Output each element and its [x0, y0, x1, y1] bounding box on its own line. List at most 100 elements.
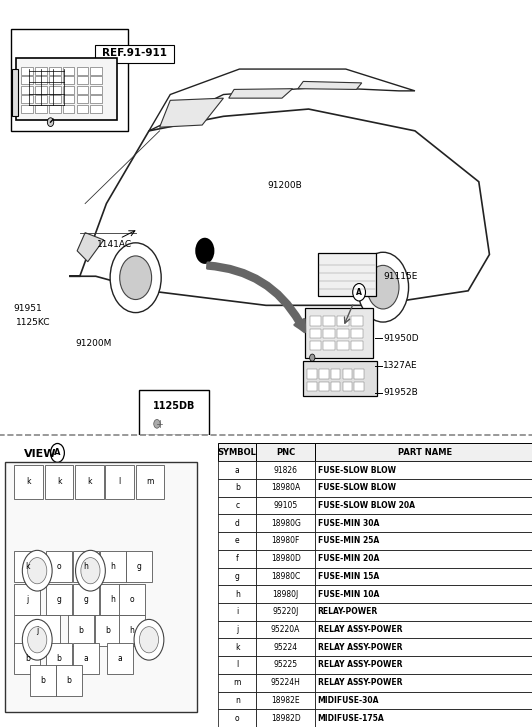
- FancyBboxPatch shape: [139, 390, 209, 435]
- Text: c: c: [235, 501, 239, 510]
- FancyBboxPatch shape: [126, 551, 152, 582]
- Text: o: o: [57, 562, 61, 571]
- FancyBboxPatch shape: [21, 76, 33, 84]
- FancyBboxPatch shape: [354, 369, 364, 379]
- FancyBboxPatch shape: [63, 76, 74, 84]
- Text: f: f: [236, 554, 239, 563]
- FancyBboxPatch shape: [75, 465, 104, 499]
- Text: 18980F: 18980F: [271, 537, 300, 545]
- Text: j: j: [26, 595, 29, 604]
- FancyBboxPatch shape: [90, 76, 102, 84]
- Text: k: k: [27, 477, 31, 486]
- Text: d: d: [235, 518, 240, 528]
- Text: l: l: [236, 660, 238, 670]
- Bar: [256, 461, 315, 479]
- Circle shape: [310, 354, 315, 361]
- FancyBboxPatch shape: [323, 316, 335, 326]
- FancyBboxPatch shape: [323, 341, 335, 350]
- FancyBboxPatch shape: [319, 369, 329, 379]
- Bar: [315, 515, 532, 532]
- FancyBboxPatch shape: [14, 615, 60, 646]
- FancyBboxPatch shape: [351, 329, 363, 338]
- Polygon shape: [229, 89, 293, 98]
- Text: j: j: [36, 626, 38, 635]
- Text: 95225: 95225: [273, 660, 298, 670]
- Bar: [315, 532, 532, 550]
- Text: 1327AE: 1327AE: [383, 361, 418, 370]
- Text: 95220A: 95220A: [271, 625, 301, 634]
- Text: k: k: [25, 562, 30, 571]
- Bar: [218, 691, 256, 710]
- FancyBboxPatch shape: [331, 369, 340, 379]
- Text: FUSE-MIN 15A: FUSE-MIN 15A: [318, 572, 379, 581]
- Circle shape: [120, 256, 152, 300]
- Bar: [256, 674, 315, 691]
- Bar: [315, 603, 532, 621]
- Text: m: m: [146, 477, 154, 486]
- Text: RELAY ASSY-POWER: RELAY ASSY-POWER: [318, 625, 402, 634]
- Text: FUSE-MIN 25A: FUSE-MIN 25A: [318, 537, 379, 545]
- Circle shape: [28, 558, 47, 584]
- Circle shape: [47, 118, 54, 126]
- FancyBboxPatch shape: [90, 86, 102, 94]
- Text: m: m: [234, 678, 241, 687]
- Text: g: g: [56, 595, 61, 604]
- FancyBboxPatch shape: [337, 341, 349, 350]
- FancyBboxPatch shape: [16, 58, 117, 120]
- Bar: [315, 638, 532, 656]
- Text: FUSE-SLOW BLOW 20A: FUSE-SLOW BLOW 20A: [318, 501, 414, 510]
- FancyBboxPatch shape: [73, 643, 99, 674]
- Bar: [315, 550, 532, 568]
- Bar: [218, 532, 256, 550]
- Bar: [256, 550, 315, 568]
- FancyBboxPatch shape: [56, 665, 82, 696]
- Text: k: k: [87, 477, 92, 486]
- FancyBboxPatch shape: [63, 95, 74, 103]
- FancyBboxPatch shape: [46, 585, 72, 615]
- Circle shape: [110, 243, 161, 313]
- Bar: [315, 710, 532, 727]
- FancyBboxPatch shape: [35, 86, 47, 94]
- FancyBboxPatch shape: [14, 643, 40, 674]
- Text: 18982D: 18982D: [271, 714, 301, 723]
- Text: 91950D: 91950D: [383, 334, 419, 342]
- FancyBboxPatch shape: [337, 329, 349, 338]
- Bar: [256, 479, 315, 497]
- Circle shape: [154, 419, 160, 428]
- Bar: [315, 621, 532, 638]
- FancyBboxPatch shape: [21, 95, 33, 103]
- Bar: [256, 568, 315, 585]
- FancyBboxPatch shape: [119, 615, 145, 646]
- Text: 18980G: 18980G: [271, 518, 301, 528]
- Text: b: b: [78, 626, 84, 635]
- Circle shape: [195, 238, 214, 264]
- Text: RELAY ASSY-POWER: RELAY ASSY-POWER: [318, 643, 402, 652]
- Circle shape: [358, 252, 409, 322]
- Polygon shape: [69, 109, 489, 305]
- Text: A: A: [356, 288, 362, 297]
- Text: RELAY ASSY-POWER: RELAY ASSY-POWER: [318, 660, 402, 670]
- Bar: [218, 568, 256, 585]
- Bar: [256, 710, 315, 727]
- FancyBboxPatch shape: [318, 253, 376, 296]
- Circle shape: [51, 443, 64, 462]
- FancyBboxPatch shape: [323, 329, 335, 338]
- Bar: [256, 443, 315, 461]
- FancyBboxPatch shape: [95, 615, 121, 646]
- FancyBboxPatch shape: [14, 585, 40, 615]
- FancyBboxPatch shape: [90, 67, 102, 75]
- Text: 95224H: 95224H: [271, 678, 301, 687]
- Text: b: b: [105, 626, 110, 635]
- Bar: [256, 603, 315, 621]
- Text: 1125DB: 1125DB: [153, 401, 196, 411]
- Text: 18980D: 18980D: [271, 554, 301, 563]
- FancyBboxPatch shape: [77, 105, 88, 113]
- FancyBboxPatch shape: [95, 45, 174, 63]
- Bar: [256, 621, 315, 638]
- Circle shape: [28, 627, 47, 653]
- Text: MIDIFUSE-175A: MIDIFUSE-175A: [318, 714, 384, 723]
- Text: a: a: [235, 465, 239, 475]
- Text: 91952B: 91952B: [383, 388, 418, 397]
- Polygon shape: [298, 81, 362, 89]
- Bar: [256, 638, 315, 656]
